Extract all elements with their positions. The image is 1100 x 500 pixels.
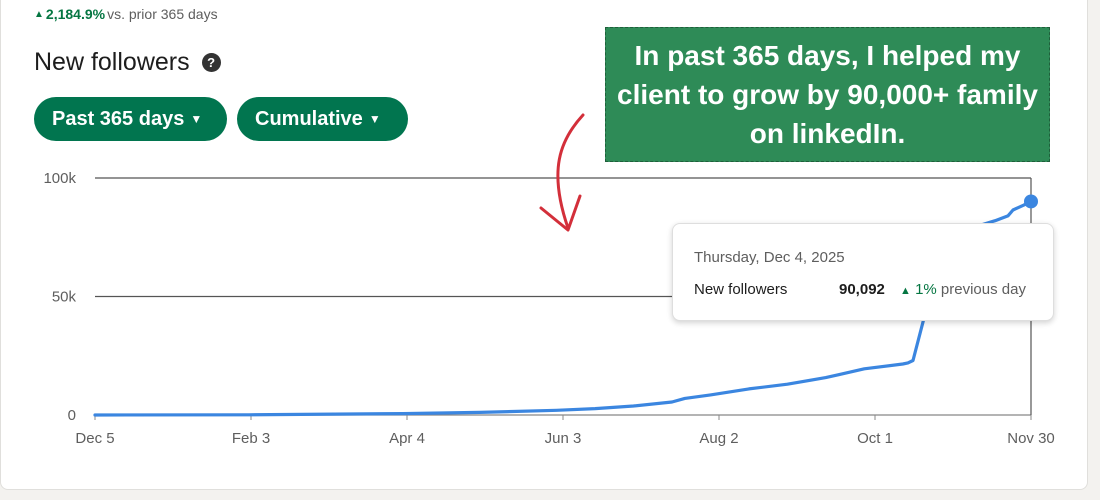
mode-label: Cumulative: [255, 107, 363, 130]
mode-dropdown[interactable]: Cumulative ▼: [237, 97, 408, 141]
chart-tooltip: Thursday, Dec 4, 2025 New followers 90,0…: [672, 223, 1054, 321]
growth-indicator: ▲ 2,184.9% vs. prior 365 days: [34, 6, 218, 22]
up-arrow-icon: ▲: [34, 8, 44, 20]
annotation-arrowhead: [539, 194, 582, 232]
x-tick-label: Oct 1: [857, 430, 893, 447]
tooltip-change-pct: 1%: [915, 281, 937, 298]
x-tick-label: Nov 30: [1007, 430, 1055, 447]
tooltip-change: ▲ 1% previous day: [900, 281, 1026, 298]
range-dropdown[interactable]: Past 365 days ▼: [34, 97, 227, 141]
y-tick-label: 100k: [43, 170, 76, 187]
tooltip-change-suffix: previous day: [940, 281, 1026, 298]
growth-suffix: vs. prior 365 days: [107, 6, 218, 22]
y-tick-label: 0: [68, 407, 76, 424]
tooltip-date: Thursday, Dec 4, 2025: [694, 249, 845, 266]
range-label: Past 365 days: [52, 107, 185, 130]
tooltip-value: 90,092: [839, 281, 885, 298]
x-tick-label: Feb 3: [232, 430, 270, 447]
x-tick-label: Dec 5: [75, 430, 114, 447]
x-tick-label: Apr 4: [389, 430, 425, 447]
x-tick-label: Jun 3: [545, 430, 582, 447]
y-tick-label: 50k: [52, 289, 77, 306]
data-point: [1024, 194, 1038, 209]
caret-down-icon: ▼: [368, 112, 381, 126]
x-tick-label: Aug 2: [699, 430, 738, 447]
caret-down-icon: ▼: [190, 112, 203, 126]
annotation-arrow: [556, 113, 585, 230]
up-arrow-icon: ▲: [900, 285, 911, 297]
tooltip-label: New followers: [694, 281, 788, 298]
series-line: [93, 199, 1033, 417]
page-title: New followers ?: [34, 48, 221, 77]
title-text: New followers: [34, 48, 190, 76]
callout-box: In past 365 days, I helped my client to …: [605, 27, 1050, 162]
growth-percent: 2,184.9%: [45, 6, 106, 22]
help-icon[interactable]: ?: [201, 53, 221, 72]
